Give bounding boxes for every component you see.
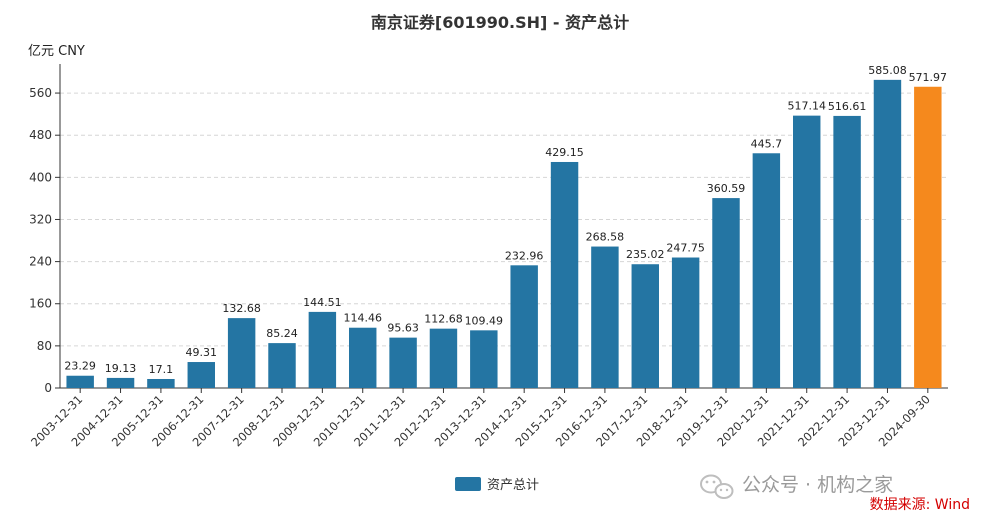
bar[interactable] [349, 327, 377, 388]
bar[interactable] [793, 115, 821, 389]
data-label: 23.29 [64, 360, 96, 373]
bars [66, 79, 942, 389]
data-label: 17.1 [149, 363, 174, 376]
y-tick-label: 160 [29, 297, 52, 311]
legend-swatch [455, 477, 481, 491]
data-label: 360.59 [707, 182, 746, 195]
y-tick-label: 0 [44, 381, 52, 395]
y-tick-label: 320 [29, 212, 52, 226]
y-tick-label: 480 [29, 128, 52, 142]
y-unit-label: 亿元 CNY [28, 44, 85, 59]
source-note: 数据来源: Wind [870, 497, 970, 513]
bar[interactable] [914, 86, 942, 389]
bar[interactable] [631, 264, 659, 388]
x-tick-labels: 2003-12-312004-12-312005-12-312006-12-31… [28, 392, 933, 449]
data-label: 247.75 [666, 242, 705, 255]
data-label: 235.02 [626, 248, 665, 261]
watermark: 公众号 · 机构之家 [700, 474, 893, 499]
legend[interactable]: 资产总计 [455, 477, 539, 493]
data-label: 571.97 [909, 71, 948, 84]
data-label: 516.61 [828, 100, 867, 113]
chart-title: 南京证券[601990.SH] - 资产总计 [371, 13, 629, 32]
y-tick-label: 560 [29, 86, 52, 100]
bar[interactable] [833, 115, 861, 388]
data-label: 95.63 [387, 322, 419, 335]
data-label: 114.46 [343, 312, 382, 325]
data-label: 112.68 [424, 313, 463, 326]
data-label: 85.24 [266, 327, 298, 340]
data-label: 445.7 [751, 137, 783, 150]
bar[interactable] [308, 311, 337, 388]
bar[interactable] [510, 265, 538, 388]
data-label: 19.13 [105, 362, 137, 375]
bar[interactable] [147, 378, 175, 388]
data-label: 132.68 [222, 302, 261, 315]
data-label: 585.08 [868, 64, 907, 77]
bar[interactable] [389, 337, 417, 388]
data-labels: 23.29 19.13 17.1 49.31 132.68 85.24 144.51114.… [64, 64, 947, 376]
data-label: 49.31 [186, 346, 218, 359]
bar[interactable] [470, 330, 498, 388]
bar[interactable] [752, 153, 781, 388]
bar[interactable] [591, 246, 619, 388]
y-tick-label: 400 [29, 170, 52, 184]
bar[interactable] [671, 257, 700, 388]
bar[interactable] [429, 328, 458, 388]
data-label: 232.96 [505, 249, 544, 262]
bar[interactable] [227, 318, 256, 388]
bar[interactable] [712, 198, 740, 388]
watermark-text: 公众号 · 机构之家 [742, 474, 893, 496]
data-label: 429.15 [545, 146, 584, 159]
bar[interactable] [187, 362, 215, 388]
data-label: 144.51 [303, 296, 342, 309]
data-label: 109.49 [465, 314, 504, 327]
y-tick-labels: 0 80 160 240 320 400 480 560 [29, 86, 52, 395]
legend-label: 资产总计 [487, 478, 539, 493]
wechat-icon [700, 474, 734, 499]
bar[interactable] [268, 343, 296, 388]
data-label: 517.14 [787, 100, 826, 113]
gridlines [55, 92, 948, 389]
bar[interactable] [873, 79, 902, 389]
y-tick-label: 240 [29, 255, 52, 269]
y-tick-label: 80 [37, 339, 52, 353]
data-label: 268.58 [586, 231, 625, 244]
bar[interactable] [106, 377, 135, 388]
bar[interactable] [550, 161, 579, 388]
bar[interactable] [66, 375, 94, 388]
